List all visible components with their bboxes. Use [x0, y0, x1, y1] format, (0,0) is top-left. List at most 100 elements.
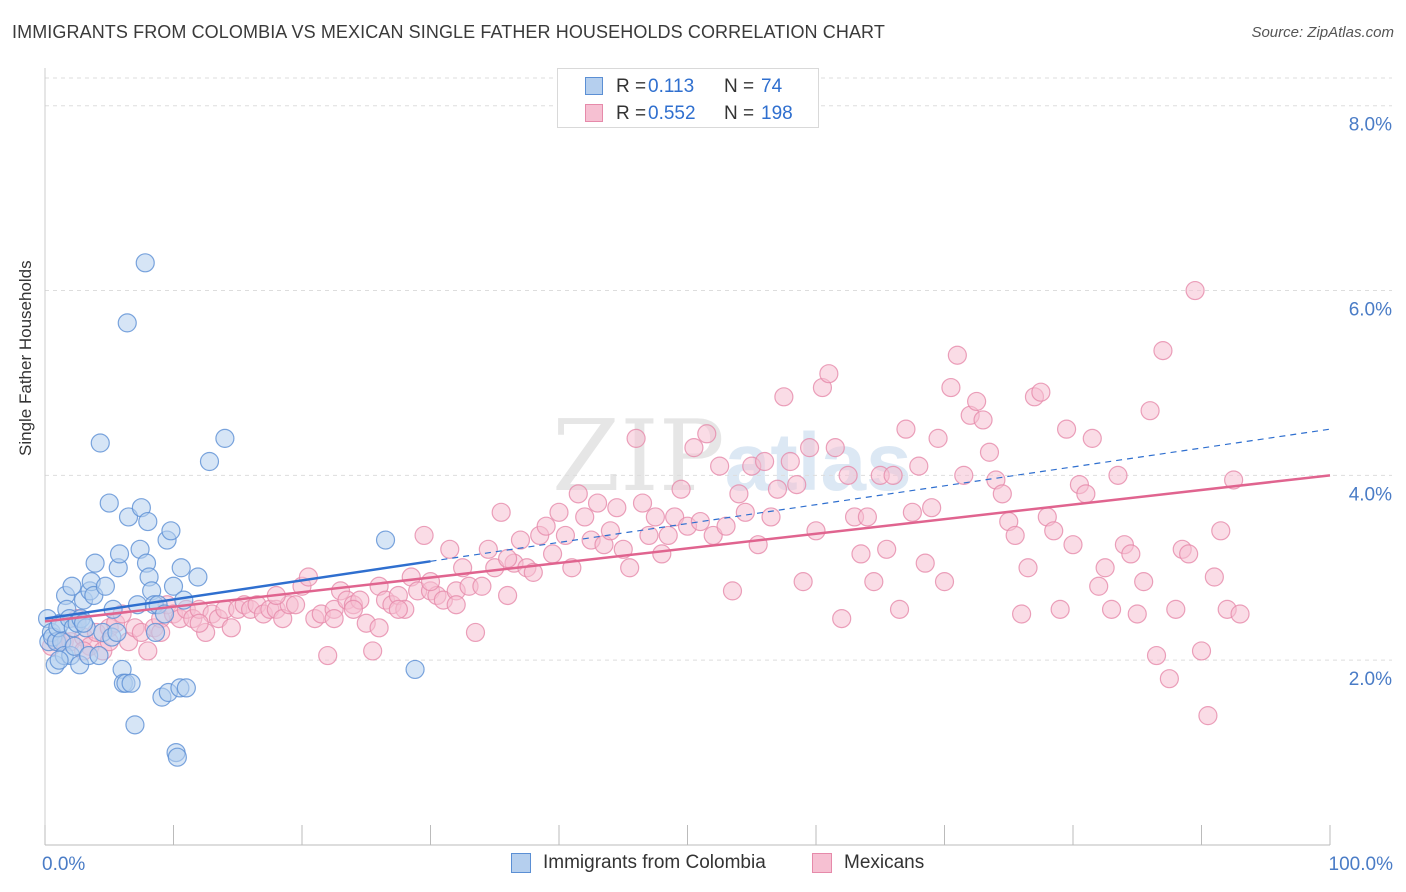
mexicans-point: [838, 465, 858, 485]
mexicans-point: [1082, 428, 1102, 448]
colombia-point: [171, 558, 191, 578]
chart-title: IMMIGRANTS FROM COLOMBIA VS MEXICAN SING…: [12, 22, 885, 42]
mexicans-point: [652, 544, 672, 564]
mexicans-point: [639, 525, 659, 546]
legend-r-value: 0.552: [648, 103, 696, 124]
mexicans-point: [722, 581, 743, 601]
mexicans-point: [1011, 604, 1032, 624]
mexicans-point: [1056, 419, 1077, 439]
mexicans-point: [896, 419, 916, 439]
mexicans-point: [1185, 280, 1205, 301]
colombia-point: [125, 715, 145, 735]
mexicans-point: [138, 641, 158, 661]
mexicans-point: [324, 608, 344, 629]
legend-n-value: 74: [761, 76, 783, 97]
colombia-trend-line: [44, 560, 431, 620]
mexicans-point: [799, 438, 820, 458]
mexicans-point: [1044, 521, 1064, 541]
mexicans-point: [1140, 401, 1160, 421]
mexicans-point: [947, 345, 967, 365]
mexicans-point: [1211, 521, 1231, 541]
mexicans-point: [671, 479, 691, 499]
mexicans-point: [658, 525, 678, 546]
y-axis-label: Single Father Households: [16, 260, 35, 456]
source-label: Source: ZipAtlas.com: [1251, 24, 1394, 41]
mexicans-point: [1005, 525, 1025, 546]
mexicans-point: [1095, 558, 1115, 578]
colombia-point: [121, 673, 141, 693]
mexicans-point: [1050, 599, 1070, 619]
mexicans-point: [1204, 567, 1224, 587]
legend-swatch-mexicans: [812, 853, 832, 873]
mexicans-point: [973, 410, 993, 430]
colombia-point: [62, 576, 82, 596]
mexicans-point: [877, 539, 897, 559]
mexicans-point: [967, 391, 987, 412]
colombia-point: [163, 576, 184, 596]
legend-row-mexicans: R = 0.552 N = 198: [558, 100, 818, 126]
colombia-point: [89, 645, 109, 666]
mexicans-point: [575, 507, 595, 527]
mexicans-point: [1031, 382, 1051, 402]
mexicans-point: [941, 377, 961, 398]
mexicans-point: [620, 558, 640, 578]
mexicans-point: [1089, 576, 1109, 596]
mexicans-point: [587, 493, 608, 513]
mexicans-point: [1224, 470, 1244, 490]
y-tick-label: 6.0%: [1349, 300, 1392, 321]
legend-swatch-mexicans: [585, 104, 603, 122]
mexicans-point: [934, 572, 955, 592]
mexicans-point: [221, 618, 241, 638]
mexicans-point: [1063, 535, 1083, 555]
mexicans-point: [549, 502, 569, 522]
mexicans-point: [851, 544, 871, 564]
mexicans-point: [825, 438, 845, 458]
colombia-point: [161, 521, 181, 541]
mexicans-point: [780, 451, 800, 472]
colombia-point: [49, 650, 69, 670]
mexicans-point: [729, 484, 749, 504]
colombia-point: [117, 313, 137, 333]
mexicans-point: [1159, 669, 1179, 689]
mexicans-point: [697, 424, 717, 444]
colombia-point: [99, 493, 119, 513]
mexicans-point: [735, 502, 755, 522]
colombia-point: [95, 576, 115, 596]
mexicans-point: [1108, 465, 1128, 485]
mexicans-point: [343, 599, 363, 619]
mexicans-point: [819, 364, 839, 384]
mexicans-point: [472, 576, 492, 596]
legend-swatch-colombia: [511, 853, 531, 873]
mexicans-point: [498, 585, 518, 606]
y-tick-label: 2.0%: [1349, 669, 1392, 690]
mexicans-point: [1198, 706, 1218, 726]
mexicans-point: [857, 507, 878, 527]
x-tick-label: 100.0%: [1329, 854, 1394, 875]
mexicans-point: [710, 456, 730, 476]
mexicans-point: [832, 608, 852, 629]
mexicans-point: [909, 456, 929, 476]
mexicans-point: [992, 484, 1012, 504]
mexicans-point: [491, 502, 511, 522]
mexicans-trend-line: [44, 474, 1331, 623]
mexicans-point: [189, 613, 209, 633]
colombia-point: [107, 622, 127, 643]
legend-r-label: R =: [616, 103, 647, 124]
mexicans-point: [420, 572, 441, 592]
legend-n-label: N =: [724, 103, 755, 124]
mexicans-point: [1101, 599, 1122, 619]
legend-n-label: N =: [724, 76, 755, 97]
colombia-point: [64, 636, 85, 656]
colombia-point: [145, 622, 166, 643]
mexicans-point: [793, 572, 813, 592]
mexicans-point: [285, 595, 306, 615]
mexicans-point: [440, 539, 460, 559]
mexicans-point: [883, 465, 903, 485]
mexicans-point: [1166, 599, 1186, 619]
colombia-point: [135, 253, 155, 273]
colombia-point: [199, 451, 220, 472]
mexicans-point: [928, 428, 948, 448]
mexicans-point: [632, 493, 653, 513]
mexicans-point: [510, 530, 531, 550]
mexicans-point: [1146, 645, 1167, 666]
